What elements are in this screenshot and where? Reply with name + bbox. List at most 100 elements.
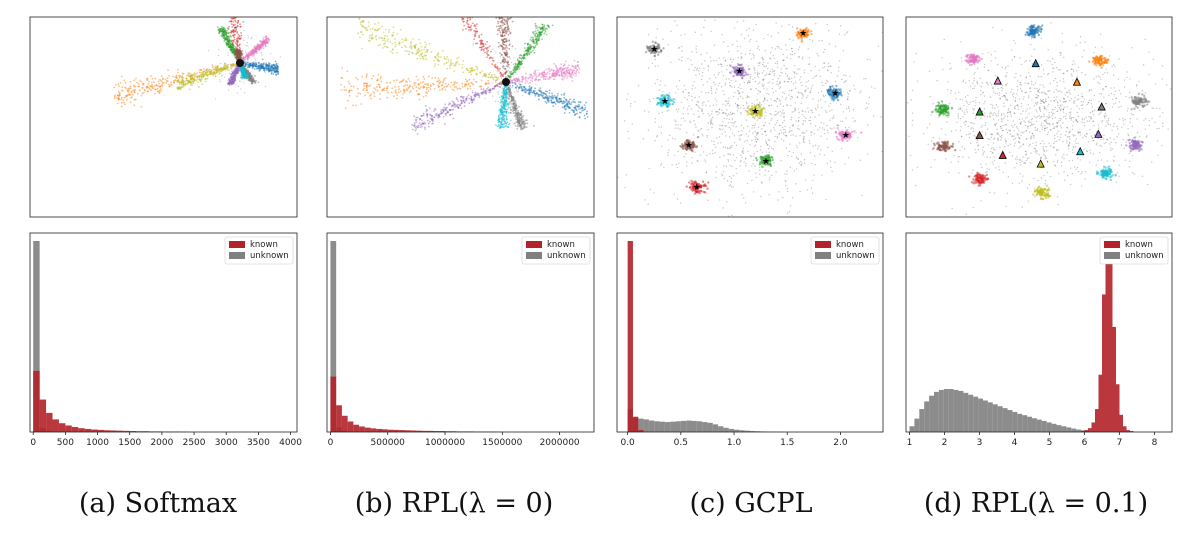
- prototype-marker: [975, 130, 984, 140]
- ray-class-5: [495, 17, 514, 83]
- bar-known-12: [1123, 426, 1127, 432]
- cluster-class-0: [1024, 24, 1044, 39]
- bar-known-10: [97, 429, 104, 432]
- bar-known-5: [359, 426, 365, 432]
- bar-unknown-3: [643, 419, 649, 432]
- legend-label-unknown: unknown: [1125, 251, 1164, 261]
- scatter-panel-c: ★ ★ ★ ★ ★ ★ ★ ★ ★ ★: [616, 16, 884, 218]
- ray-class-4: [411, 81, 503, 135]
- bar-known-15: [129, 431, 137, 432]
- series-unknown: [909, 389, 1106, 432]
- bar-unknown-11: [686, 420, 692, 432]
- bar-unknown-32: [1066, 427, 1072, 432]
- bar-known-2: [46, 412, 53, 432]
- bar-unknown-7: [943, 389, 949, 432]
- bar-unknown-20: [1007, 410, 1013, 432]
- bar-unknown-17: [718, 426, 724, 432]
- cluster-class-1: ★: [795, 26, 813, 43]
- xtick-label: 500000: [371, 438, 406, 448]
- legend-label-known: known: [1125, 240, 1153, 250]
- cluster-class-8: ★: [745, 103, 765, 119]
- legend-swatch-unknown: [229, 252, 245, 259]
- scatter-frame: [616, 16, 884, 218]
- bar-known-10: [387, 429, 394, 432]
- bar-unknown-0: [33, 241, 40, 432]
- bar-known-5: [65, 425, 72, 432]
- bar-known-14: [410, 430, 417, 432]
- prototype-marker: [1094, 129, 1103, 138]
- hist-frame: [616, 232, 884, 433]
- prototype-marker: [975, 107, 984, 116]
- scatter-frame: [29, 16, 298, 218]
- xtick-label: 2000: [150, 438, 173, 448]
- bar-known-7: [1105, 244, 1109, 432]
- legend-swatch-known: [1104, 241, 1120, 248]
- xtick-label: 2: [942, 438, 948, 448]
- bar-unknown-16: [987, 402, 993, 432]
- prototype-marker: [993, 76, 1002, 85]
- xtick-label: 1.0: [727, 438, 742, 448]
- prototype-marker: [1036, 159, 1045, 168]
- cluster-class-6: [964, 53, 983, 67]
- hist-frame: [326, 232, 595, 433]
- bar-unknown-4: [648, 420, 655, 432]
- xtick-label: 0: [30, 438, 36, 448]
- bar-unknown-14: [702, 422, 708, 432]
- legend-label-unknown: unknown: [836, 251, 875, 261]
- series-known: [627, 241, 644, 432]
- bar-known-5: [1098, 374, 1102, 432]
- bar-known-8: [1109, 260, 1113, 432]
- xtick-label: 8: [1152, 438, 1158, 448]
- bar-known-11: [1119, 414, 1123, 432]
- bar-known-4: [1095, 409, 1099, 432]
- ray-class-5: [233, 48, 245, 64]
- bar-unknown-19: [728, 428, 735, 432]
- bar-known-9: [91, 429, 98, 432]
- xtick-label: 0: [328, 438, 334, 448]
- ray-class-2: [504, 22, 554, 84]
- bar-unknown-20: [734, 429, 740, 432]
- legend-label-known: known: [836, 240, 864, 250]
- bar-known-19: [439, 431, 446, 432]
- bar-unknown-16: [712, 424, 719, 432]
- bar-known-9: [1112, 326, 1116, 432]
- bar-unknown-10: [958, 390, 964, 432]
- bar-known-12: [110, 430, 117, 432]
- legend-swatch-unknown: [1104, 252, 1120, 259]
- cluster-class-6: ★: [834, 126, 863, 143]
- bar-known-1: [632, 416, 639, 432]
- scatter-panel-b: [326, 16, 595, 218]
- series-known: [1081, 244, 1134, 432]
- bar-unknown-22: [1017, 413, 1023, 432]
- cluster-class-1: [1087, 54, 1110, 69]
- bar-unknown-22: [744, 430, 750, 432]
- cluster-class-3: [968, 171, 990, 187]
- bar-known-15: [416, 430, 423, 432]
- bar-known-1: [1084, 430, 1088, 432]
- bar-unknown-5: [654, 421, 660, 432]
- scatter-panel-d: [905, 16, 1173, 218]
- bar-unknown-0: [909, 426, 915, 432]
- bar-known-6: [71, 427, 79, 432]
- cluster-class-0: ★: [826, 84, 843, 102]
- bar-unknown-19: [1002, 408, 1008, 432]
- bar-known-6: [364, 427, 371, 432]
- cluster-class-5: [932, 140, 957, 153]
- bar-known-11: [103, 430, 111, 432]
- cluster-class-4: [1125, 136, 1144, 153]
- cluster-class-4: ★: [729, 63, 751, 80]
- xtick-label: 1500: [118, 438, 141, 448]
- scatter-panel-a: [29, 16, 298, 218]
- bar-unknown-12: [968, 394, 974, 432]
- bar-unknown-17: [992, 404, 998, 432]
- legend-label-known: known: [547, 240, 575, 250]
- bar-unknown-18: [997, 406, 1003, 432]
- bar-unknown-23: [1022, 415, 1028, 432]
- bar-unknown-9: [953, 389, 959, 432]
- bar-known-0: [1081, 431, 1085, 432]
- bar-unknown-7: [664, 422, 671, 432]
